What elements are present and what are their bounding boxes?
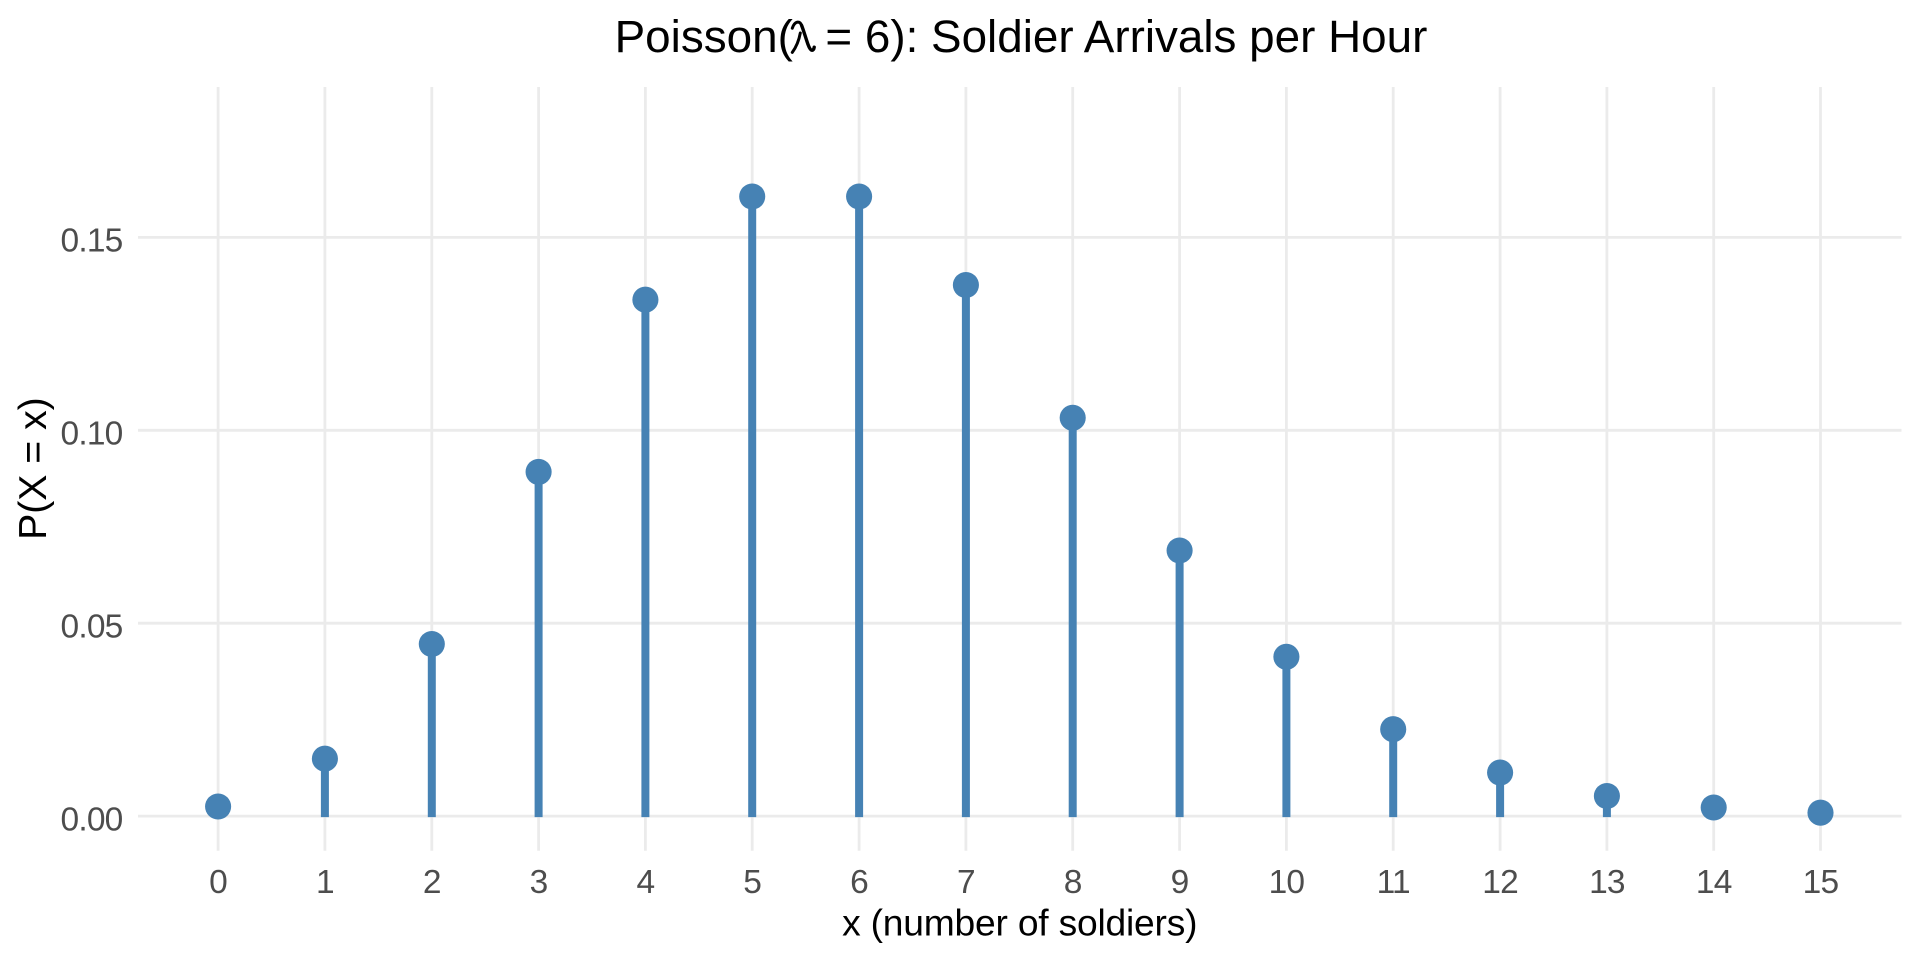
svg-text:15: 15 bbox=[1803, 864, 1839, 901]
svg-text:10: 10 bbox=[1269, 864, 1305, 901]
svg-text:0.05: 0.05 bbox=[60, 609, 122, 646]
svg-text:x (number of soldiers): x (number of soldiers) bbox=[842, 901, 1197, 943]
svg-text:5: 5 bbox=[743, 864, 761, 901]
svg-text:13: 13 bbox=[1589, 864, 1625, 901]
svg-text:14: 14 bbox=[1696, 864, 1732, 901]
svg-text:12: 12 bbox=[1482, 864, 1518, 901]
svg-text:8: 8 bbox=[1064, 864, 1082, 901]
svg-text:1: 1 bbox=[316, 864, 334, 901]
svg-text:0.00: 0.00 bbox=[60, 801, 122, 838]
svg-text:9: 9 bbox=[1171, 864, 1189, 901]
svg-text:4: 4 bbox=[636, 864, 654, 901]
svg-text:2: 2 bbox=[423, 864, 441, 901]
svg-text:Poisson(λ = 6): Soldier Arriva: Poisson(λ = 6): Soldier Arrivals per Hou… bbox=[615, 11, 1428, 62]
svg-text:0.15: 0.15 bbox=[60, 223, 122, 260]
svg-text:0: 0 bbox=[209, 864, 227, 901]
svg-text:7: 7 bbox=[957, 864, 975, 901]
svg-text:P(X = x): P(X = x) bbox=[12, 397, 55, 540]
svg-text:3: 3 bbox=[530, 864, 548, 901]
svg-text:0.10: 0.10 bbox=[60, 416, 122, 453]
svg-text:11: 11 bbox=[1377, 864, 1410, 901]
svg-text:6: 6 bbox=[850, 864, 868, 901]
